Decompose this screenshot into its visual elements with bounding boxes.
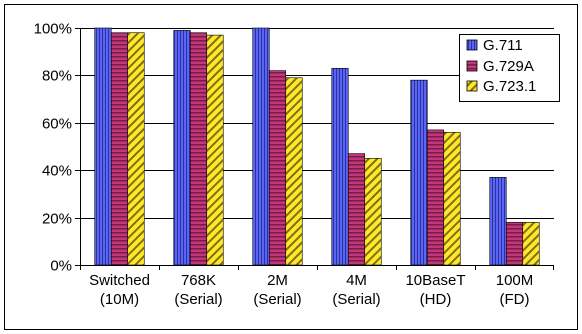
bars — [94, 27, 540, 266]
legend-label-g711: G.711 — [483, 37, 523, 54]
bar-g711-4 — [410, 79, 428, 266]
x-tick-label: (Serial) — [253, 291, 301, 308]
x-tick-label: 4M — [346, 272, 367, 289]
bar-g7231-4 — [443, 131, 461, 266]
bar-g729a-3 — [347, 153, 366, 266]
legend-swatch-g729a — [466, 60, 478, 72]
y-tick-label: 80% — [42, 68, 72, 85]
x-tick-label: (HD) — [420, 291, 452, 308]
bar-g729a-0 — [110, 32, 129, 266]
y-tick-label: 40% — [42, 163, 72, 180]
bar-g729a-1 — [189, 32, 208, 266]
bar-g711-3 — [331, 67, 349, 266]
legend-item-g7231: G.723.1 — [466, 78, 536, 95]
y-tick-label: 0% — [50, 258, 72, 275]
x-axis-labels: Switched (10M) 768K (Serial) 2M (Serial) 4M (Se… — [80, 265, 554, 308]
bar-g711-5 — [489, 177, 507, 266]
gridlines — [80, 28, 554, 219]
y-axis-ticks: 0% 20% 40% 60% 80% 100% — [34, 21, 80, 275]
bar-g711-2 — [252, 27, 270, 266]
x-tick-label: 10BaseT — [405, 272, 465, 289]
legend-item-g711: G.711 — [466, 37, 523, 54]
bar-g7231-0 — [127, 32, 145, 266]
legend-label-g729a: G.729A — [483, 58, 534, 75]
legend-label-g7231: G.723.1 — [483, 78, 536, 95]
y-tick-label: 60% — [42, 116, 72, 133]
bar-g7231-1 — [206, 34, 224, 266]
bar-g729a-2 — [268, 70, 287, 266]
x-tick-label: 2M — [267, 272, 288, 289]
bar-g711-1 — [173, 30, 191, 266]
bar-g729a-5 — [505, 222, 524, 266]
legend-item-g729a: G.729A — [466, 58, 534, 75]
bar-g711-0 — [94, 27, 112, 266]
x-tick-label: (10M) — [100, 291, 139, 308]
bar-g729a-4 — [426, 129, 445, 266]
x-tick-label: Switched — [89, 272, 150, 289]
legend: G.711 G.729A G.723.1 — [459, 34, 560, 102]
y-tick-label: 100% — [34, 21, 72, 38]
x-tick-label: (Serial) — [174, 291, 222, 308]
x-tick-label: (Serial) — [332, 291, 380, 308]
x-tick-label: 100M — [496, 272, 534, 289]
legend-swatch-g711 — [466, 39, 478, 51]
bar-g7231-2 — [285, 77, 303, 266]
bar-g7231-5 — [522, 222, 540, 266]
x-tick-label: 768K — [181, 272, 216, 289]
y-tick-label: 20% — [42, 211, 72, 228]
x-tick-label: (FD) — [500, 291, 530, 308]
legend-swatch-g7231 — [466, 80, 478, 92]
bar-g7231-3 — [364, 158, 382, 266]
